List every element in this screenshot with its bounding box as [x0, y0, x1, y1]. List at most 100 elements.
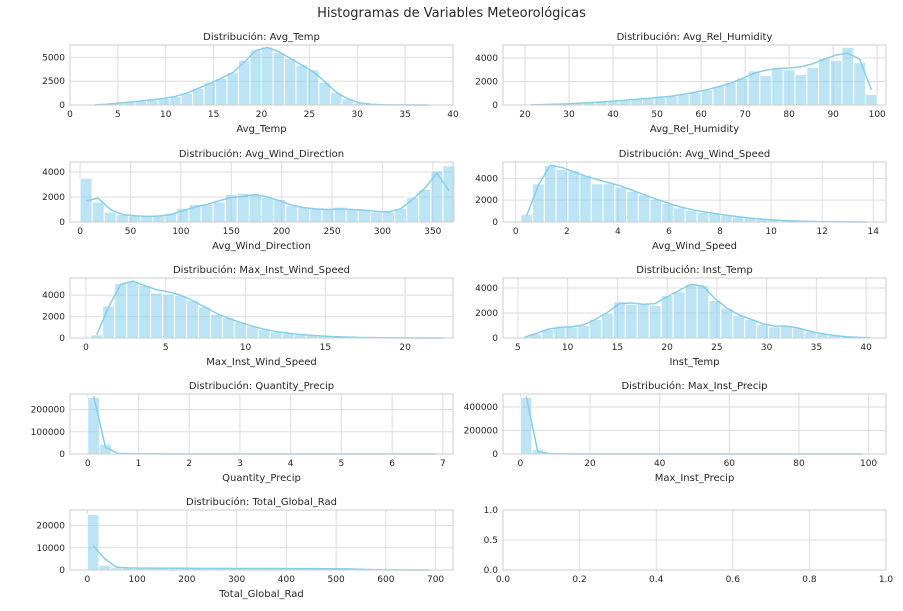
histogram-bar [794, 73, 808, 106]
x-tick-label: 30 [352, 110, 364, 120]
histogram-bar [321, 209, 335, 223]
y-tick-label: 4000 [42, 291, 65, 301]
y-tick-label: 100000 [31, 428, 66, 438]
histogram-bar [238, 59, 251, 106]
histogram-bar [768, 326, 782, 339]
x-tick-label: 3 [237, 459, 243, 469]
x-axis-label: Total_Global_Rad [218, 589, 303, 600]
axes-frame [502, 44, 887, 106]
x-tick-label: 350 [424, 227, 441, 237]
x-tick-label: 400 [278, 575, 295, 585]
histogram-bar [696, 285, 710, 339]
histogram-bar [696, 211, 710, 223]
histogram-bar [406, 196, 420, 223]
x-tick-label: 0 [83, 343, 89, 353]
subplot-8: 0 20 40 60 80 100 0 200000 400000 Distribución: M… [464, 380, 887, 484]
histogram-bar [661, 202, 675, 223]
x-tick-label: 0 [77, 227, 83, 237]
histogram-bar [712, 85, 726, 106]
histogram-bar [200, 204, 214, 223]
x-tick-label: 50 [651, 110, 663, 120]
y-tick-label: 4000 [475, 54, 498, 64]
histogram-bar [649, 198, 663, 223]
histogram-bar [684, 210, 698, 223]
histogram-bar [221, 317, 235, 339]
histogram-bar [673, 207, 686, 223]
x-axis-label: Max_Inst_Precip [655, 473, 735, 484]
histogram-bar [567, 170, 581, 223]
y-tick-label: 0 [492, 218, 498, 228]
x-tick-label: 10 [160, 110, 172, 120]
y-tick-label: 0 [59, 566, 65, 576]
histogram-bar [677, 93, 690, 106]
x-axis-label: Inst_Temp [669, 357, 719, 368]
x-tick-label: 0 [518, 459, 524, 469]
histogram-bar [261, 196, 275, 223]
x-tick-label: 12 [816, 227, 827, 237]
histogram-bar [215, 77, 228, 106]
x-tick-label: 35 [811, 343, 822, 353]
axes-frame [502, 161, 887, 223]
histogram-bar [565, 326, 579, 339]
y-tick-label: 0 [492, 450, 498, 460]
axes-frame [69, 161, 454, 223]
histogram-bar [86, 513, 100, 571]
y-tick-label: 0.5 [484, 536, 498, 546]
histogram-bar [602, 183, 616, 223]
y-tick-label: 2000 [475, 196, 498, 206]
x-tick-label: 40 [607, 110, 619, 120]
histogram-bar [226, 72, 240, 106]
kde-line [530, 52, 873, 106]
x-tick-label: 15 [612, 343, 623, 353]
histogram-bar [295, 64, 308, 106]
axes-frame [502, 277, 887, 339]
histogram-bar [732, 315, 746, 339]
y-tick-label: 2000 [42, 193, 65, 203]
histogram-bar [614, 186, 628, 223]
histogram-bar [555, 169, 569, 223]
histogram-bar [126, 280, 140, 339]
x-tick-label: 0 [85, 459, 91, 469]
x-tick-label: 200 [273, 227, 290, 237]
histogram-bar [579, 174, 592, 223]
histogram-bar [660, 295, 674, 339]
subplot-9: 0 100 200 300 400 500 600 700 0 10000 20000 Distrib… [36, 496, 454, 600]
histogram-bar [600, 312, 614, 339]
kde-line [92, 545, 430, 571]
histogram-bar [150, 292, 164, 339]
x-tick-label: 100 [172, 227, 189, 237]
subplot-2: 20 30 40 50 60 70 80 90 100 0 2000 4000 Distribución… [475, 31, 887, 135]
x-tick-label: 0.0 [496, 575, 511, 585]
x-tick-label: 5 [115, 110, 121, 120]
y-tick-label: 0 [492, 101, 498, 111]
x-axis-label: Avg_Rel_Humidity [650, 124, 739, 135]
x-tick-label: 40 [860, 343, 872, 353]
histogram-bar [637, 194, 651, 223]
y-tick-label: 400000 [464, 403, 499, 413]
histogram-bar [174, 294, 187, 339]
y-tick-label: 0 [59, 334, 65, 344]
histogram-bar [209, 313, 223, 339]
axes-frame [502, 509, 887, 571]
histogram-bar [688, 91, 702, 106]
y-tick-label: 4000 [42, 168, 65, 178]
subplot-title: Distribución: Max_Inst_Wind_Speed [173, 264, 350, 276]
histogram-bar [532, 183, 545, 223]
x-tick-label: 40 [447, 110, 459, 120]
histogram-bar [357, 209, 371, 223]
y-tick-label: 20000 [36, 522, 65, 532]
x-tick-label: 5 [515, 343, 521, 353]
histogram-bar [806, 66, 820, 106]
x-tick-label: 300 [374, 227, 391, 237]
subplot-title: Distribución: Max_Inst_Precip [621, 380, 767, 392]
histogram-bar [747, 70, 761, 106]
x-tick-label: 300 [228, 575, 245, 585]
y-tick-label: 1.0 [484, 506, 499, 516]
x-tick-label: 1 [136, 459, 142, 469]
x-tick-label: 15 [208, 110, 219, 120]
x-tick-label: 20 [399, 343, 411, 353]
histogram-bar [197, 306, 211, 339]
x-tick-label: 20 [661, 343, 673, 353]
x-tick-label: 5 [163, 343, 169, 353]
histogram-bar [103, 211, 117, 223]
